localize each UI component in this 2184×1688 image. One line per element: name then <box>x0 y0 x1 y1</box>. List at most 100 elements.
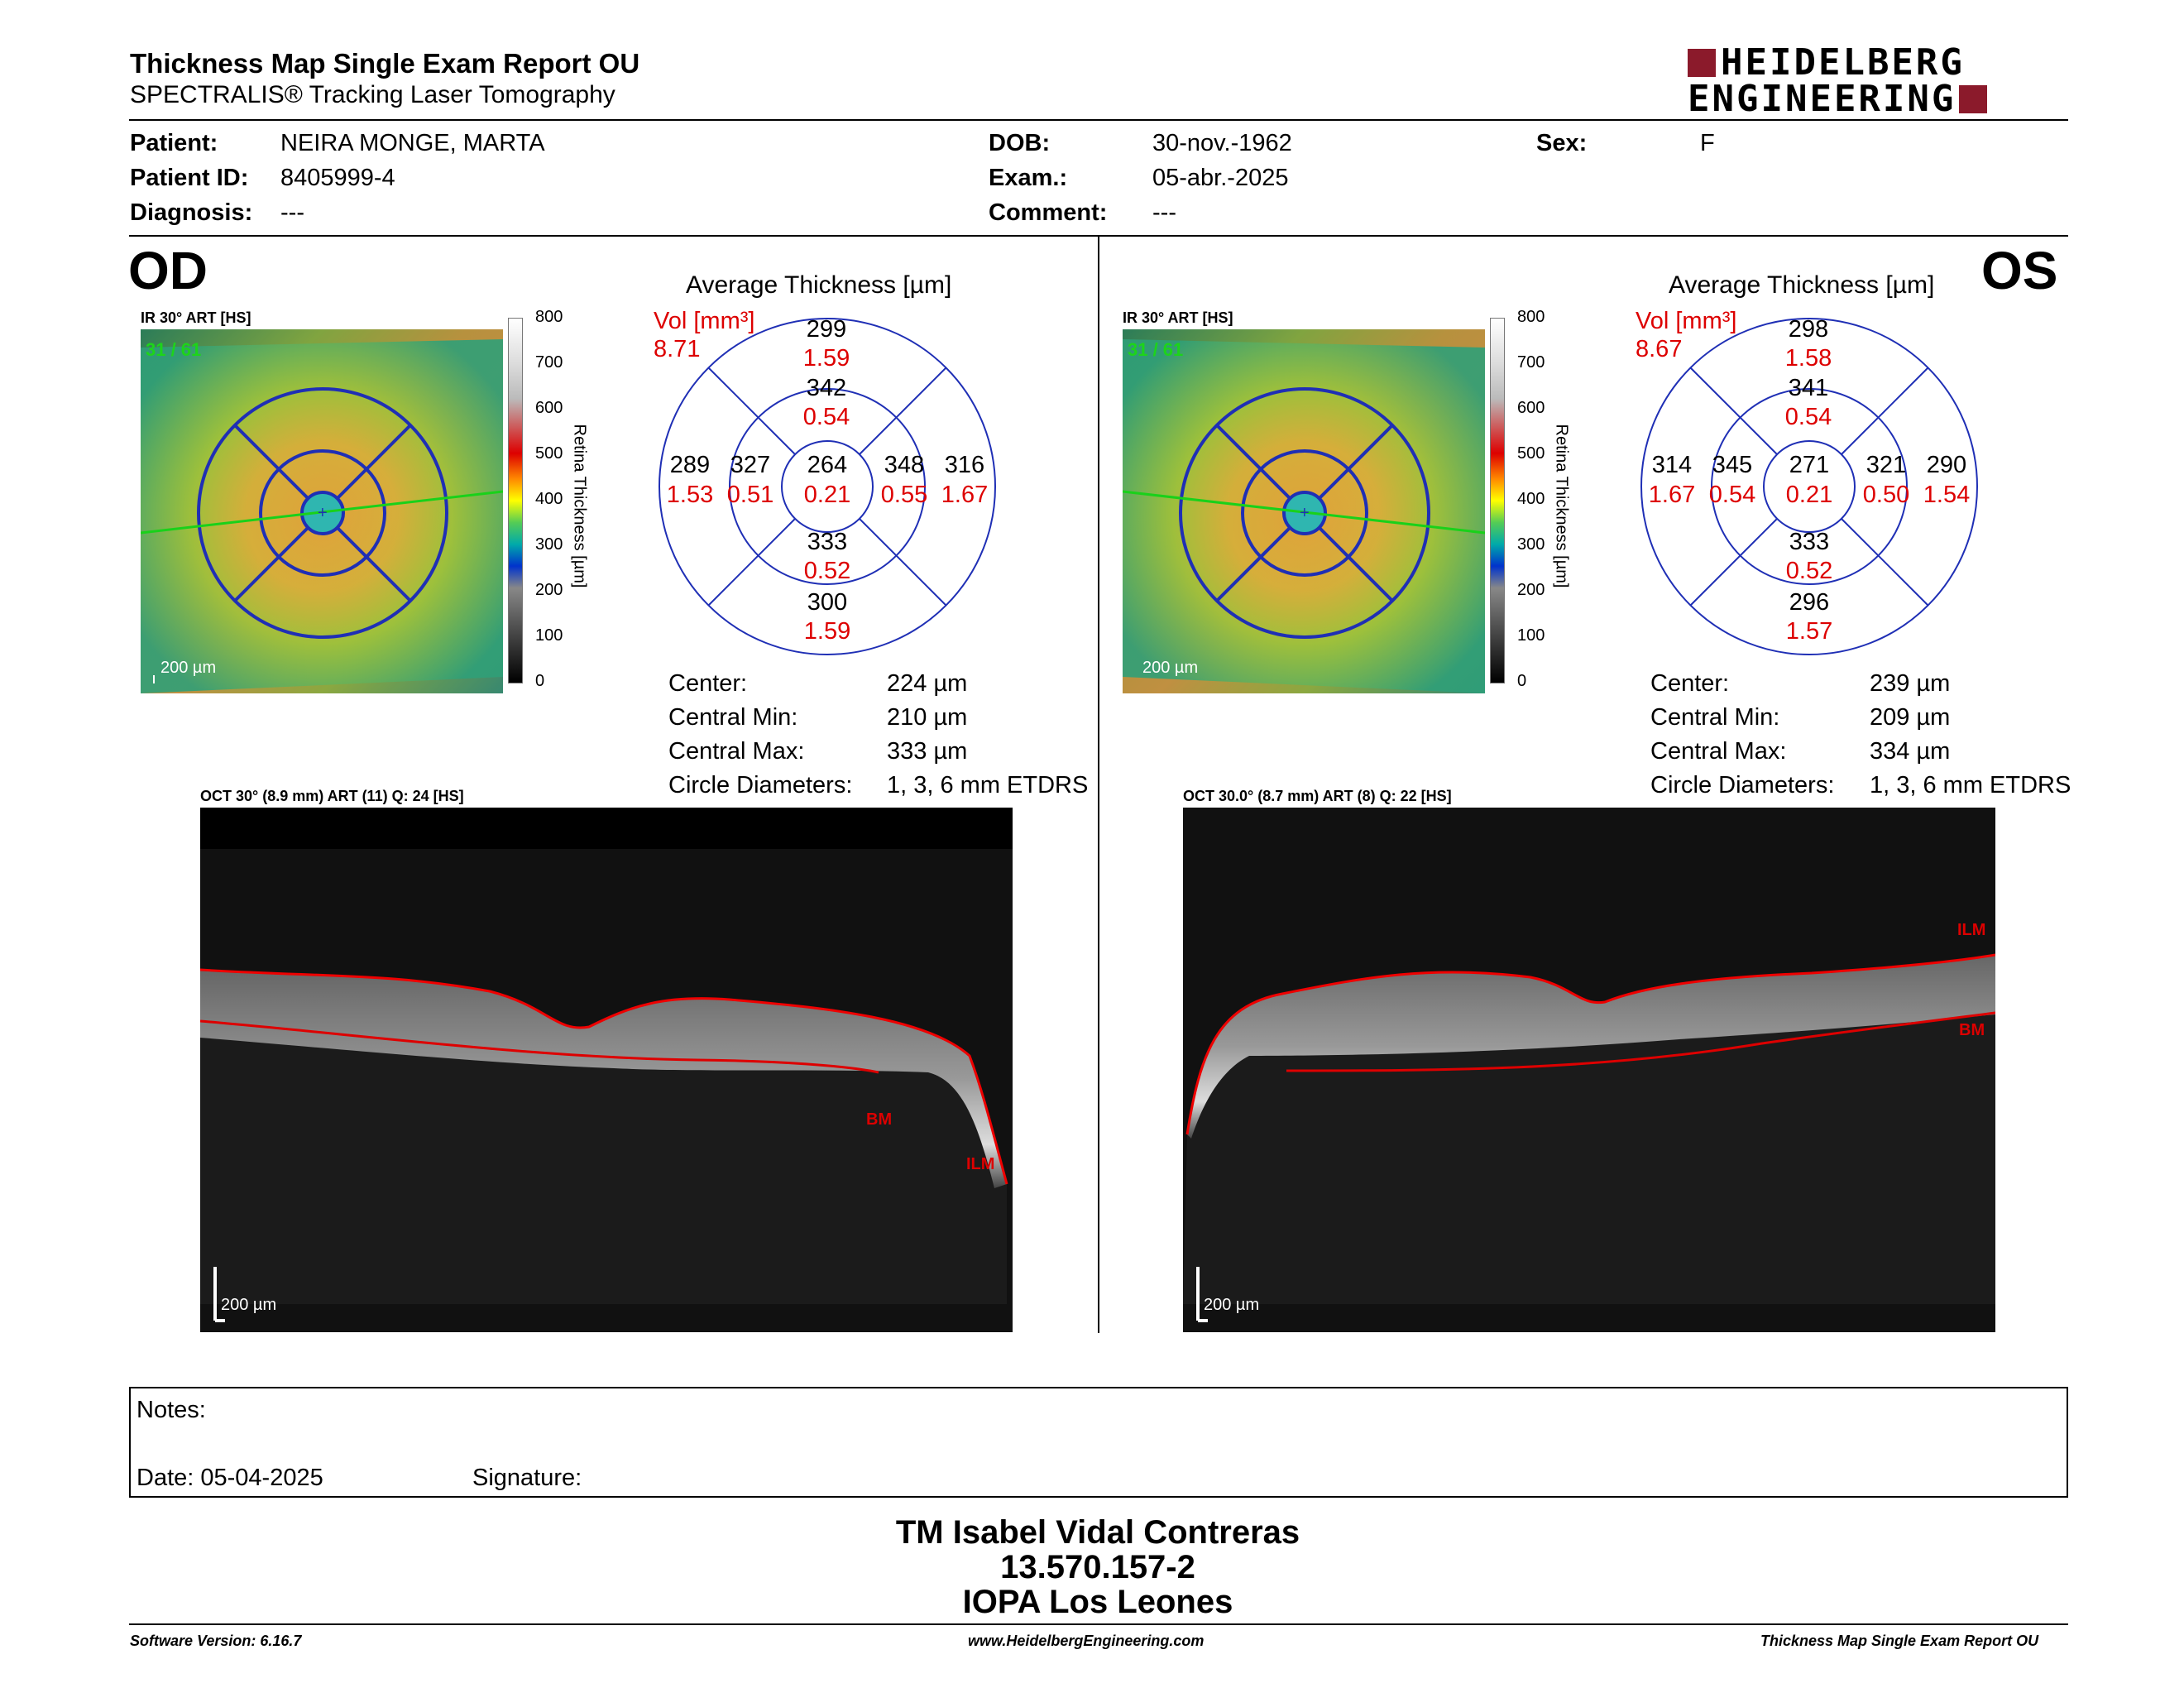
os-eye-label: OS <box>1981 241 2058 300</box>
os-center-vol: 0.21 <box>1786 482 1832 508</box>
logo-square-icon-2 <box>1959 85 1988 113</box>
footer-url[interactable]: www.HeidelbergEngineering.com <box>968 1633 1205 1649</box>
center-divider <box>1098 237 1099 1333</box>
os-tick: 100 <box>1517 626 1545 645</box>
sex-value: F <box>1700 130 1715 156</box>
od-diam-value: 1, 3, 6 mm ETDRS <box>887 772 1089 798</box>
os-tick: 500 <box>1517 444 1545 463</box>
od-colorbar-ticks: 800 700 600 500 400 300 200 100 0 <box>535 308 568 693</box>
signatory-rut: 13.570.157-2 <box>1000 1549 1195 1585</box>
exam-value: 05-abr.-2025 <box>1152 165 1289 191</box>
od-sup-outer: 299 <box>807 316 846 343</box>
os-max-label: Central Max: <box>1650 738 1787 765</box>
od-inf-inner: 333 <box>807 529 847 555</box>
os-frame-label: 31 / 61 <box>1128 339 1184 360</box>
os-sup-inner-vol: 0.54 <box>1785 404 1832 430</box>
od-tick: 400 <box>535 490 563 508</box>
os-tick: 800 <box>1517 308 1545 326</box>
od-nas-inner: 348 <box>884 452 924 478</box>
od-etdrs-grid: 299 1.59 342 0.54 289 1.53 327 0.51 264 … <box>659 316 996 655</box>
header-rule <box>129 119 2068 121</box>
od-center-vol: 0.21 <box>804 482 850 508</box>
os-sup-inner: 341 <box>1789 375 1828 401</box>
logo-line1: HEIDELBERG <box>1721 41 1965 84</box>
os-bm-label: BM <box>1959 1021 1985 1039</box>
os-tick: 400 <box>1517 490 1545 508</box>
notes-label: Notes: <box>136 1397 206 1423</box>
od-tick: 0 <box>535 672 545 690</box>
patient-value: NEIRA MONGE, MARTA <box>280 130 545 156</box>
os-inf-inner: 333 <box>1789 529 1829 555</box>
od-oct-scale: 200 µm <box>221 1296 277 1314</box>
od-center-value: 224 µm <box>887 670 968 697</box>
os-colorbar-title: Retina Thickness [µm] <box>1552 424 1571 588</box>
od-tick: 100 <box>535 626 563 645</box>
os-map-scale: 200 µm <box>1142 659 1199 677</box>
patient-label: Patient: <box>130 130 218 156</box>
os-diam-label: Circle Diameters: <box>1650 772 1835 798</box>
od-temp-outer: 289 <box>670 452 710 478</box>
od-eye-label: OD <box>128 241 208 300</box>
info-rule <box>129 235 2068 237</box>
od-thickness-map: + 31 / 61 200 µm <box>141 329 503 693</box>
od-nas-outer-vol: 1.67 <box>941 482 988 508</box>
os-tick: 600 <box>1517 399 1545 417</box>
od-temp-inner: 327 <box>730 452 770 478</box>
os-temp-inner: 321 <box>1866 452 1906 478</box>
signature-label: Signature: <box>472 1465 582 1491</box>
od-colorbar <box>508 318 523 683</box>
os-max-value: 334 µm <box>1870 738 1951 765</box>
diagnosis-value: --- <box>280 199 304 226</box>
os-nas-outer-vol: 1.67 <box>1649 482 1695 508</box>
od-min-value: 210 µm <box>887 704 968 731</box>
od-oct-scan: 200 µm ILM BM <box>200 808 1013 1332</box>
software-version: Software Version: 6.16.7 <box>130 1633 302 1649</box>
os-inf-inner-vol: 0.52 <box>1786 558 1832 584</box>
os-nas-outer: 314 <box>1652 452 1692 478</box>
od-sup-inner-vol: 0.54 <box>803 404 850 430</box>
dob-label: DOB: <box>989 130 1051 156</box>
os-tick: 0 <box>1517 672 1527 690</box>
comment-label: Comment: <box>989 199 1108 226</box>
od-vol-label: Vol [mm³] <box>654 308 755 334</box>
os-diam-value: 1, 3, 6 mm ETDRS <box>1870 772 2071 798</box>
os-inf-outer: 296 <box>1789 589 1829 616</box>
od-max-value: 333 µm <box>887 738 968 765</box>
patient-id-label: Patient ID: <box>130 165 249 191</box>
od-ilm-label: ILM <box>966 1155 995 1173</box>
date-label: Date: 05-04-2025 <box>136 1465 323 1491</box>
os-oct-label: OCT 30.0° (8.7 mm) ART (8) Q: 22 [HS] <box>1183 788 1452 804</box>
footer-report-name: Thickness Map Single Exam Report OU <box>1760 1633 2039 1649</box>
os-nas-inner-vol: 0.54 <box>1709 482 1755 508</box>
os-tick: 200 <box>1517 581 1545 599</box>
logo-line2: ENGINEERING <box>1688 78 1956 120</box>
od-inf-outer-vol: 1.59 <box>804 618 850 645</box>
od-inf-inner-vol: 0.52 <box>804 558 850 584</box>
od-inf-outer: 300 <box>807 589 847 616</box>
os-center-value: 239 µm <box>1870 670 1951 697</box>
os-nas-inner: 345 <box>1712 452 1752 478</box>
os-tick: 700 <box>1517 353 1545 372</box>
exam-label: Exam.: <box>989 165 1068 191</box>
od-map-scale: 200 µm <box>160 659 217 677</box>
signatory-org: IOPA Los Leones <box>962 1584 1233 1620</box>
od-diam-label: Circle Diameters: <box>668 772 853 798</box>
os-min-label: Central Min: <box>1650 704 1780 731</box>
od-ir-label: IR 30° ART [HS] <box>141 309 251 326</box>
svg-text:+: + <box>318 504 328 522</box>
od-center-label: Center: <box>668 670 748 697</box>
os-colorbar <box>1490 318 1505 683</box>
os-temp-outer: 290 <box>1927 452 1966 478</box>
od-avg-title: Average Thickness [µm] <box>686 271 952 299</box>
od-tick: 700 <box>535 353 563 372</box>
comment-value: --- <box>1152 199 1176 226</box>
od-tick: 500 <box>535 444 563 463</box>
footer-rule <box>129 1623 2068 1625</box>
signatory-name: TM Isabel Vidal Contreras <box>895 1514 1300 1551</box>
od-tick: 600 <box>535 399 563 417</box>
od-tick: 800 <box>535 308 563 326</box>
diagnosis-label: Diagnosis: <box>130 199 253 226</box>
od-nas-inner-vol: 0.55 <box>881 482 927 508</box>
os-center: 271 <box>1789 452 1829 478</box>
os-inf-outer-vol: 1.57 <box>1786 618 1832 645</box>
